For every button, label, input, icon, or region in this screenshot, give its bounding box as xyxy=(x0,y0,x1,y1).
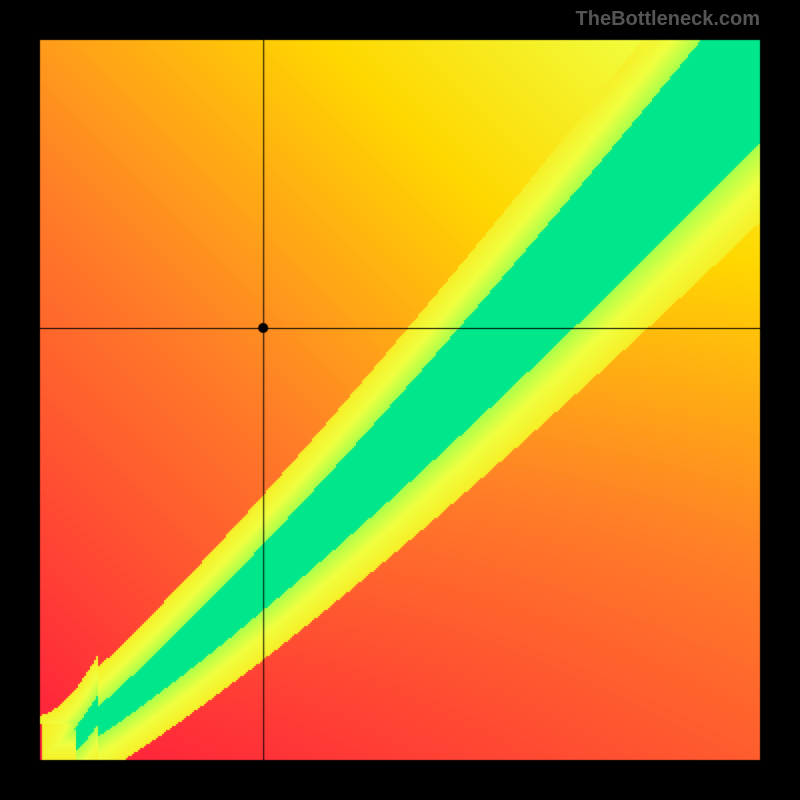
bottleneck-heatmap xyxy=(0,0,800,800)
watermark-text: TheBottleneck.com xyxy=(576,8,760,31)
